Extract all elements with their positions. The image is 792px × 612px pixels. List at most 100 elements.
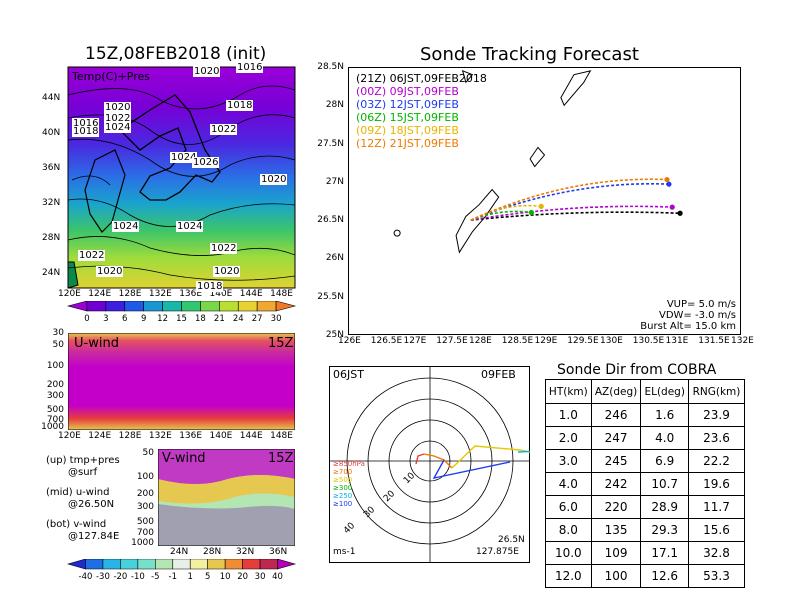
island	[393, 229, 401, 237]
colorbar-swatch	[85, 559, 104, 570]
lon-tick: 129.5E	[567, 336, 599, 346]
colorbar-swatch	[256, 301, 277, 312]
isobar-label: 1024	[170, 152, 198, 163]
colorbar-label: -5	[151, 572, 159, 582]
table-cell: 4.0	[545, 472, 592, 496]
colorbar-swatch	[277, 559, 297, 570]
lon-tick: 126E	[338, 336, 361, 346]
table-cell: 100	[590, 564, 642, 588]
isobar-label: 1020	[213, 266, 241, 277]
lat-tick: 40N	[42, 128, 61, 138]
table-row: 3.0 245 6.9 22.2	[545, 449, 745, 473]
lat-tick: 27.5N	[317, 138, 344, 149]
uwind-lon-ticks: 120E 124E 128E 132E 136E 140E 144E 148E	[58, 431, 295, 443]
colorbar-label: 6	[122, 314, 127, 324]
panel-legend: (up) tmp+pres @surf (mid) u-wind @26.50N (bo…	[40, 455, 158, 555]
colorbar-swatch	[219, 301, 239, 312]
colorbar-swatch	[155, 559, 174, 570]
pressure-tick: 1000	[131, 538, 154, 548]
lat-tick: 36N	[42, 163, 61, 173]
hodograph-segment	[423, 453, 453, 469]
hodograph-segment	[432, 459, 511, 480]
isobar-label: 1022	[210, 243, 238, 254]
colorbar-swatch	[224, 559, 243, 570]
hodograph-segment	[415, 453, 425, 465]
polar-loc-lon: 127.875E	[476, 547, 519, 557]
vwind-label: V-wind	[162, 451, 206, 466]
track-legend-entry: (00Z) 09JST,09FEB	[356, 85, 459, 98]
isobar-label: 1020	[193, 66, 221, 77]
pressure-tick: 50	[142, 448, 154, 458]
lat-tick: 28N	[203, 547, 222, 557]
colorbar-label: 10	[220, 572, 231, 582]
lat-tick: 28N	[42, 233, 61, 243]
legend-line: (bot) v-wind	[46, 519, 107, 530]
lon-tick: 120E	[58, 431, 81, 441]
lat-tick: 25.5N	[317, 291, 344, 302]
track-legend-entry: (06Z) 15JST,09FEB	[356, 111, 459, 124]
launch-param: Burst Alt= 15.0 km	[640, 321, 736, 332]
lat-tick: 26N	[325, 253, 344, 264]
launch-param: VUP= 5.0 m/s	[666, 299, 736, 310]
table-cell: 1.6	[640, 403, 689, 427]
table-row: 2.0 247 4.0 23.6	[545, 426, 745, 450]
table-cell: 8.0	[545, 518, 592, 542]
sonde-direction-table: HT(km) AZ(deg) EL(deg) RNG(km) 1.0 246 1.6 23.…	[545, 379, 745, 588]
map-axis-ticks	[67, 66, 296, 289]
isobar-label: 1024	[176, 221, 204, 232]
table-cell: 10.0	[545, 541, 592, 565]
track-end-12Z	[664, 176, 670, 183]
track-legend-entry: (03Z) 12JST,09FEB	[356, 98, 459, 111]
hodograph-segment	[517, 450, 530, 453]
wind-colorbar: -40 -30 -20 -10 -5 -1 1 5 10 20 30 40	[66, 559, 297, 582]
lat-tick: 27N	[325, 176, 344, 187]
colorbar-label: 40	[272, 572, 283, 582]
isobar-label: 1016	[236, 62, 264, 73]
colorbar-swatch	[105, 301, 126, 312]
isobar-label: 1024	[112, 221, 140, 232]
lon-tick: 124E	[88, 289, 112, 299]
lat-tick: 24N	[42, 268, 61, 278]
colorbar-swatch	[124, 301, 144, 312]
table-cell: 245	[590, 449, 642, 473]
lon-tick: 136E	[179, 289, 203, 299]
lat-tick: 28.5N	[317, 62, 344, 72]
pressure-tick: 1000	[41, 422, 64, 432]
table-cell: 220	[590, 495, 642, 519]
track-plot	[348, 67, 741, 335]
colorbar-swatch	[237, 301, 258, 312]
pressure-tick: 200	[46, 380, 64, 390]
colorbar-swatch	[172, 559, 191, 570]
lon-tick: 127E	[403, 336, 427, 346]
track-end-03Z	[666, 181, 672, 187]
colorbar-swatch	[86, 301, 107, 312]
map-lon-ticks: 120E 124E 128E 132E 136E 140E 144E 148E	[58, 289, 295, 301]
colorbar-label: 30	[271, 314, 282, 324]
lon-tick: 136E	[179, 431, 203, 441]
pressure-tick: 30	[52, 328, 64, 338]
lon-tick: 148E	[270, 289, 293, 299]
lon-tick: 148E	[270, 431, 293, 441]
colorbar-swatch	[120, 559, 139, 570]
colorbar-swatch	[200, 301, 220, 312]
table-cell: 1.0	[545, 403, 592, 427]
colorbar-label: -40	[79, 572, 93, 582]
colorbar-label: -10	[131, 572, 145, 582]
table-header-cell: RNG(km)	[688, 379, 745, 404]
track-legend-entry: (21Z) 06JST,09FEB2018	[356, 72, 487, 85]
table-cell: 22.2	[688, 449, 745, 473]
colorbar-swatch	[137, 559, 156, 570]
polar-unit: ms-1	[333, 547, 356, 557]
uwind-label: U-wind	[74, 336, 119, 351]
table-header-cell: EL(deg)	[640, 379, 689, 404]
pressure-level-label: ≥300	[333, 484, 353, 492]
pressure-tick: 200	[136, 489, 154, 499]
lat-tick: 32N	[42, 198, 61, 208]
table-cell: 135	[590, 518, 642, 542]
track-end-00Z	[669, 204, 675, 210]
table-cell: 246	[590, 403, 642, 427]
table-row: 8.0 135 29.3 15.6	[545, 518, 745, 542]
vwind-time: 15Z	[268, 451, 294, 466]
track-end-09Z	[538, 203, 544, 209]
pressure-level-label: ≥250	[333, 492, 353, 500]
